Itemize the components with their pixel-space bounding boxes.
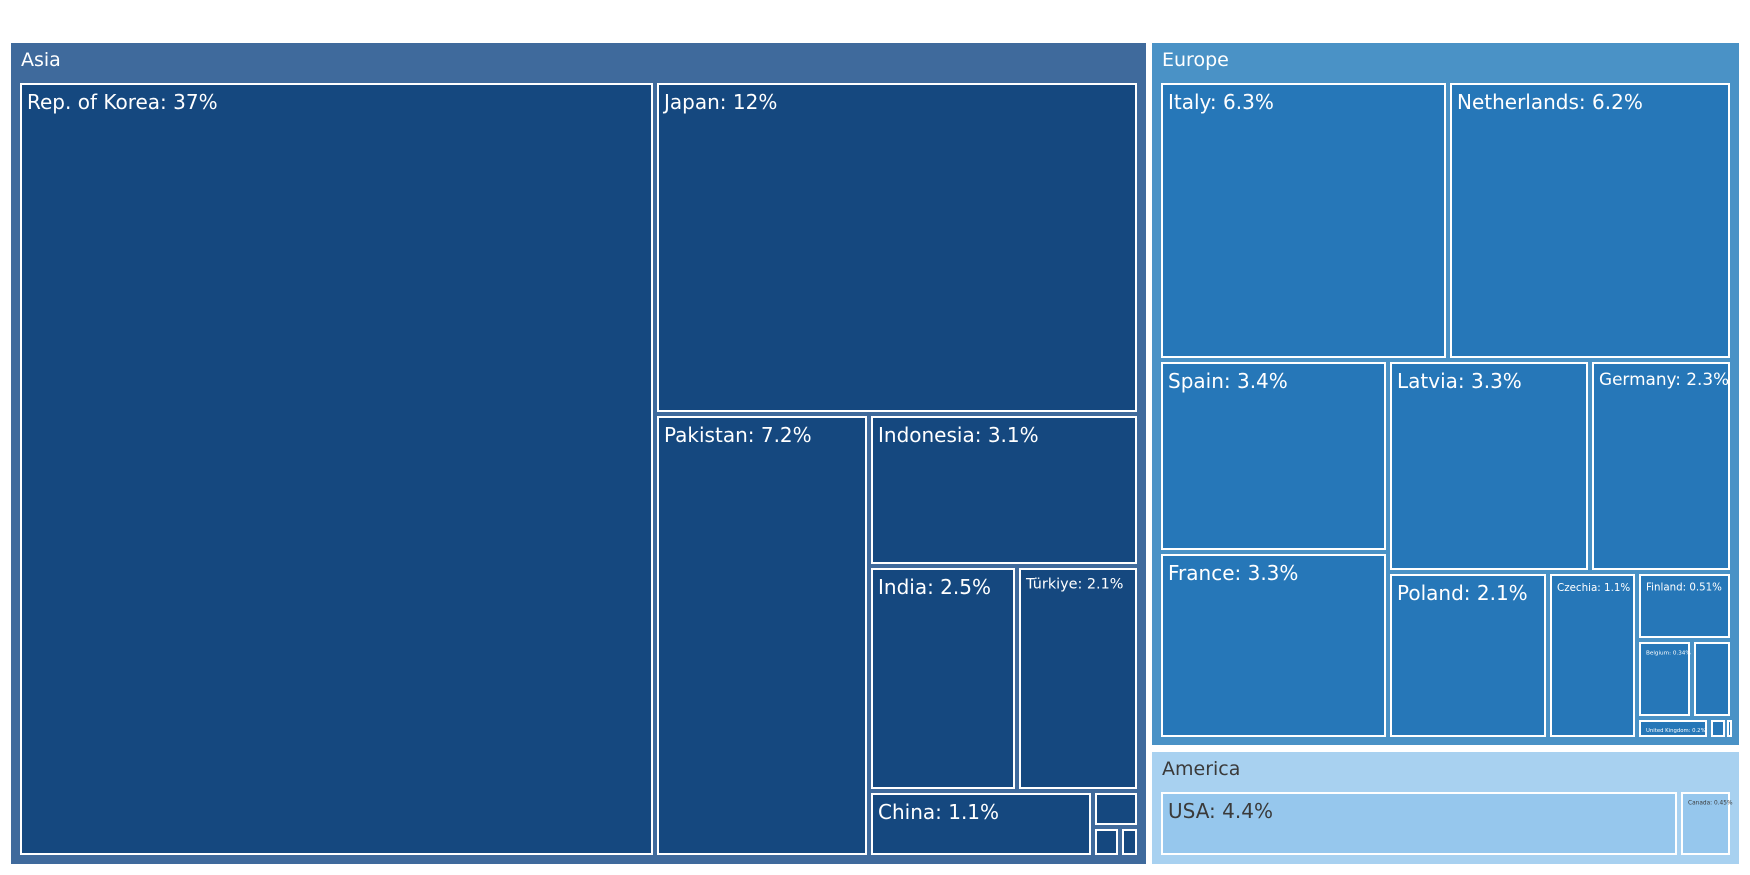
tile-italy-label: Italy: 6.3% <box>1168 90 1274 114</box>
tile-usa[interactable] <box>1161 792 1677 855</box>
tile-finland-label: Finland: 0.51% <box>1646 582 1722 594</box>
tile-indonesia-label: Indonesia: 3.1% <box>878 423 1039 447</box>
tile-asia-small-9[interactable] <box>1122 829 1137 855</box>
region-america: America USA: 4.4% Canada: 0.45% <box>1152 752 1739 864</box>
region-asia-title: Asia <box>21 49 61 71</box>
tile-france-label: France: 3.3% <box>1168 561 1298 585</box>
region-america-title: America <box>1162 758 1240 780</box>
tile-rep-of-korea[interactable] <box>20 83 653 855</box>
tile-japan[interactable] <box>657 83 1137 412</box>
tile-belgium-label: Belgium: 0.34% <box>1646 650 1691 656</box>
tile-europe-small-13[interactable] <box>1727 720 1732 737</box>
tile-netherlands[interactable] <box>1450 83 1730 358</box>
tile-europe-small-12[interactable] <box>1711 720 1725 737</box>
tile-asia-small-7[interactable] <box>1095 793 1137 825</box>
tile-united-kingdom[interactable] <box>1639 720 1707 737</box>
tile-usa-label: USA: 4.4% <box>1168 799 1273 823</box>
tile-india-label: India: 2.5% <box>878 575 991 599</box>
tile-china-label: China: 1.1% <box>878 800 999 824</box>
tile-czechia-label: Czechia: 1.1% <box>1557 582 1630 594</box>
tile-italy[interactable] <box>1161 83 1446 358</box>
tile-turkiye[interactable] <box>1019 568 1137 789</box>
tile-france[interactable] <box>1161 554 1386 737</box>
tile-poland[interactable] <box>1390 574 1546 737</box>
tile-united-kingdom-label: United Kingdom: 0.2% <box>1646 728 1706 734</box>
tile-europe-small-10[interactable] <box>1694 642 1730 716</box>
tile-germany[interactable] <box>1592 362 1730 570</box>
tile-belgium[interactable] <box>1639 642 1690 716</box>
tile-germany-label: Germany: 2.3% <box>1599 369 1729 389</box>
tile-japan-label: Japan: 12% <box>662 90 777 114</box>
tile-china[interactable] <box>871 793 1091 855</box>
tile-spain[interactable] <box>1161 362 1386 550</box>
tile-czechia[interactable] <box>1550 574 1635 737</box>
tile-pakistan[interactable] <box>657 416 867 855</box>
tile-pakistan-label: Pakistan: 7.2% <box>664 423 812 447</box>
tile-india[interactable] <box>871 568 1015 789</box>
region-europe-title: Europe <box>1162 49 1229 71</box>
tile-latvia[interactable] <box>1390 362 1588 570</box>
tile-spain-label: Spain: 3.4% <box>1168 369 1288 393</box>
tile-canada-label: Canada: 0.45% <box>1688 801 1733 807</box>
tile-turkiye-label: Türkiye: 2.1% <box>1025 577 1123 593</box>
region-europe: Europe Italy: 6.3% Netherlands: 6.2% Spain:… <box>1152 43 1739 745</box>
tile-canada[interactable] <box>1681 792 1730 855</box>
tile-indonesia[interactable] <box>871 416 1137 564</box>
region-asia: Asia Rep. of Korea: 37% Japan: 12% Pakistan… <box>11 43 1146 864</box>
tile-latvia-label: Latvia: 3.3% <box>1397 369 1522 393</box>
tile-poland-label: Poland: 2.1% <box>1397 581 1528 605</box>
tile-rep-of-korea-label: Rep. of Korea: 37% <box>27 90 218 114</box>
tile-netherlands-label: Netherlands: 6.2% <box>1457 90 1643 114</box>
tile-finland[interactable] <box>1639 574 1730 638</box>
tile-asia-small-8[interactable] <box>1095 829 1118 855</box>
